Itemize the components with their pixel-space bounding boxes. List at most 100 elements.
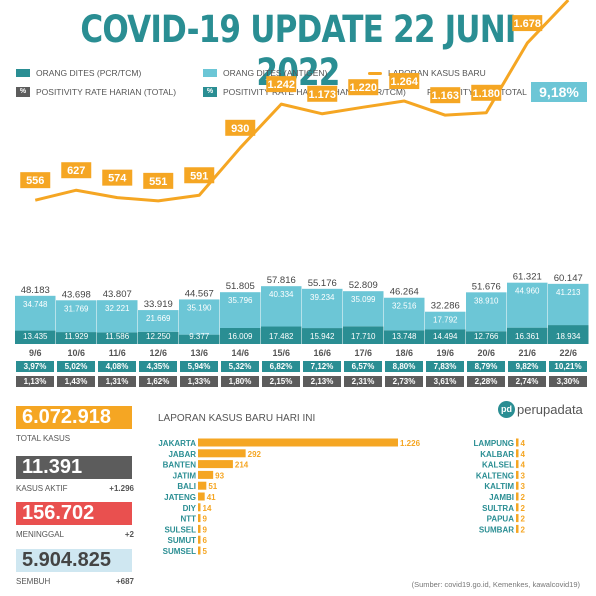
positivity-total-cell: 1,33% <box>180 376 218 387</box>
positivity-total-cell: 1,13% <box>16 376 54 387</box>
province-bar <box>198 449 246 458</box>
province-name: NTT <box>180 515 196 524</box>
pcr-bar <box>343 326 384 344</box>
positivity-total-cell: 1,31% <box>98 376 136 387</box>
province-value: 1.226 <box>400 439 421 448</box>
cases-label-box <box>143 172 174 189</box>
total-tested-label: 55.176 <box>308 278 337 289</box>
positivity-pcr-cell: 4,35% <box>139 361 177 372</box>
cases-label-box <box>266 76 297 93</box>
antigen-bar <box>466 292 507 332</box>
province-bar <box>198 524 201 533</box>
antigen-bar-label: 39.234 <box>310 293 335 302</box>
total-tested-label: 46.264 <box>390 287 419 298</box>
antigen-bar <box>343 291 384 327</box>
logo: pd perupadata <box>498 401 583 418</box>
antigen-bar-label: 17.792 <box>433 316 458 325</box>
logo-mark: pd <box>498 401 515 418</box>
positivity-pcr-cell: 5,94% <box>180 361 218 372</box>
date-tick-label: 9/6 <box>29 348 42 358</box>
legend-pos-total-label: POSITIVITY RATE HARIAN (TOTAL) <box>36 87 177 97</box>
province-name: KALSEL <box>482 461 514 470</box>
legend-kasus: LAPORAN KASUS BARU <box>368 68 486 78</box>
positivity-total-cell: 1,62% <box>139 376 177 387</box>
positivity-total-cell: 2,74% <box>508 376 546 387</box>
province-name: JATENG <box>164 493 196 502</box>
province-value: 9 <box>203 515 208 524</box>
positivity-total-cell: 3,30% <box>549 376 587 387</box>
cases-label-box <box>61 162 92 179</box>
total-tested-label: 48.183 <box>21 285 50 296</box>
pcr-bar <box>97 332 138 344</box>
legend-pos-total-swatch: % <box>16 87 30 97</box>
province-value: 4 <box>521 439 526 448</box>
cases-label-box <box>184 167 215 184</box>
province-bar <box>516 438 519 447</box>
positivity-pcr-cell: 6,82% <box>262 361 300 372</box>
cases-label-box <box>307 85 338 102</box>
pcr-bar-label: 9.377 <box>189 332 210 341</box>
date-tick-label: 22/6 <box>559 348 577 358</box>
province-name: KALTENG <box>476 471 514 480</box>
province-name: JABAR <box>168 450 196 459</box>
province-value: 292 <box>248 450 262 459</box>
pcr-bar-label: 13.435 <box>23 332 48 341</box>
meninggal-delta: +2 <box>124 530 134 539</box>
date-tick-label: 19/6 <box>436 348 454 358</box>
antigen-bar-label: 40.334 <box>269 290 294 299</box>
pcr-bar-label: 12.250 <box>146 332 171 341</box>
total-tested-label: 51.676 <box>472 281 501 292</box>
cases-value-label: 1.173 <box>308 89 336 101</box>
antigen-bar-label: 32.221 <box>105 304 130 313</box>
antigen-bar-label: 35.099 <box>351 295 376 304</box>
sembuh-value: 5.904.825 <box>16 549 132 572</box>
total-tested-label: 61.321 <box>513 272 542 283</box>
date-tick-label: 20/6 <box>477 348 495 358</box>
province-bar <box>516 524 519 533</box>
pcr-bar-label: 11.929 <box>64 332 88 341</box>
province-name: SULSEL <box>164 525 196 534</box>
source-note: (Sumber: covid19.go.id, Kemenkes, kawalc… <box>411 580 580 589</box>
antigen-bar <box>507 282 548 328</box>
pcr-bar <box>466 331 507 344</box>
pcr-bar-label: 16.009 <box>228 332 253 341</box>
province-bar <box>198 503 201 512</box>
province-bar <box>516 481 519 490</box>
date-tick-label: 17/6 <box>354 348 372 358</box>
province-name: DIY <box>183 504 197 513</box>
positivity-pcr-cell: 9,82% <box>508 361 546 372</box>
province-name: SUMSEL <box>163 547 196 556</box>
legend-pos-pcr-swatch: % <box>203 87 217 97</box>
pcr-bar-label: 13.748 <box>392 332 417 341</box>
date-tick-label: 12/6 <box>149 348 167 358</box>
province-value: 41 <box>207 493 216 502</box>
cases-label-box <box>20 172 51 189</box>
antigen-bar <box>548 283 589 326</box>
pcr-bar-label: 16.361 <box>515 332 540 341</box>
pcr-bar <box>220 327 261 344</box>
antigen-bar <box>220 292 261 328</box>
positivity-pcr-cell: 6,57% <box>344 361 382 372</box>
province-name: JATIM <box>173 471 197 480</box>
province-value: 2 <box>521 504 526 513</box>
province-bar <box>198 514 201 523</box>
province-name: SULTRA <box>482 504 514 513</box>
pcr-bar <box>261 326 302 344</box>
province-name: KALBAR <box>480 450 514 459</box>
province-name: PAPUA <box>487 515 515 524</box>
legend-pcr-label: ORANG DITES (PCR/TCM) <box>36 68 142 78</box>
pcr-bar <box>302 328 343 344</box>
date-tick-label: 13/6 <box>190 348 208 358</box>
positivity-total-cell: 1,43% <box>57 376 95 387</box>
pcr-bar-label: 17.482 <box>269 332 294 341</box>
test-bars: 13.435 34.748 48.183 9/6 11.929 31.769 43.698 1… <box>15 272 589 358</box>
province-bar <box>516 460 519 469</box>
province-value: 6 <box>203 536 208 545</box>
legend-pcr-swatch <box>16 69 30 77</box>
kasus-aktif-value: 11.391 <box>16 456 132 479</box>
positivity-pcr-cell: 7,12% <box>303 361 341 372</box>
total-tested-label: 51.805 <box>226 281 255 292</box>
positivity-rate-total-value: 9,18% <box>531 82 587 102</box>
positivity-pcr-cell: 8,79% <box>467 361 505 372</box>
